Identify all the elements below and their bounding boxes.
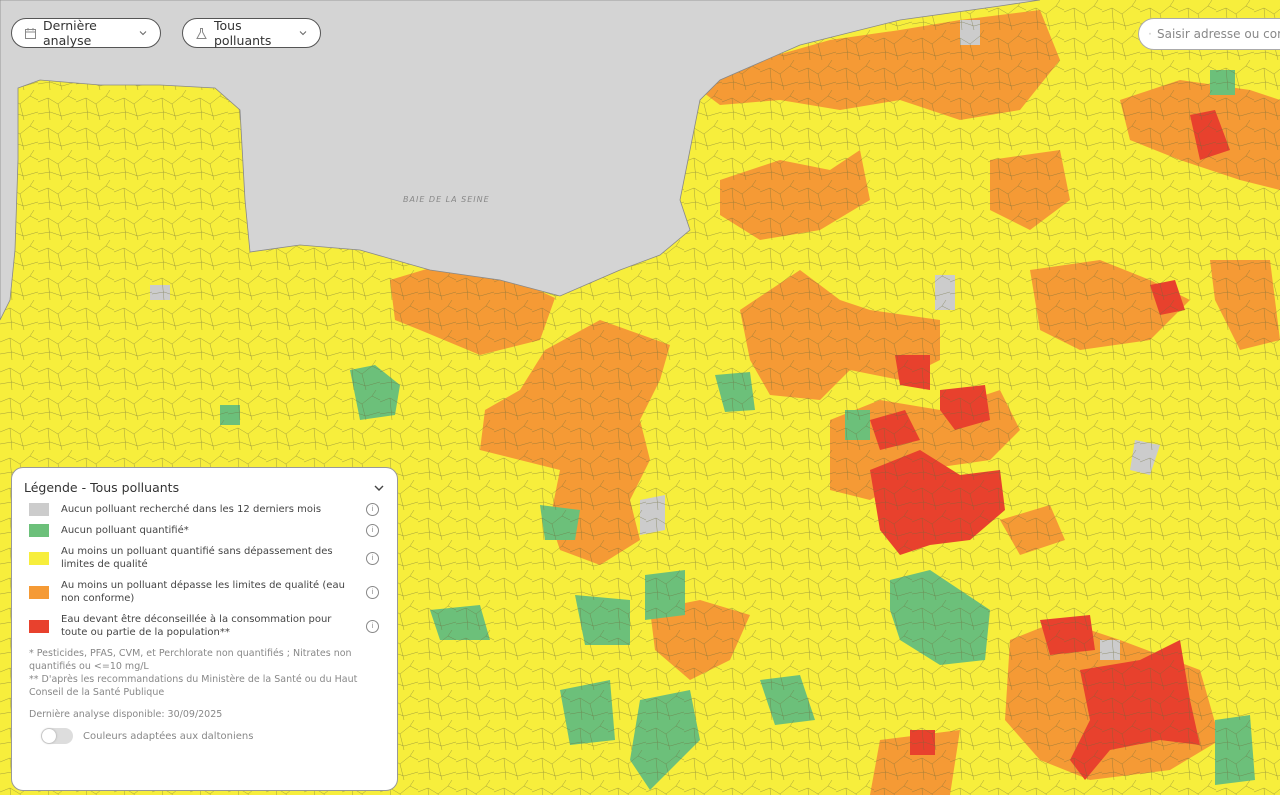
pollutant-filter-label: Tous polluants: [214, 18, 272, 48]
map-pin-icon: [1149, 32, 1151, 36]
colorblind-toggle-label: Couleurs adaptées aux daltoniens: [83, 730, 254, 742]
legend-footnote-2: ** D'après les recommandations du Minist…: [29, 674, 358, 698]
legend-title: Légende - Tous polluants: [24, 480, 180, 495]
legend-swatch: [29, 619, 49, 633]
colorblind-toggle[interactable]: [41, 728, 73, 744]
chevron-down-icon: [139, 31, 147, 36]
legend-swatch: [29, 524, 49, 537]
legend-swatch: [29, 503, 49, 516]
address-search-input[interactable]: [1157, 27, 1280, 41]
last-analysis-date: Dernière analyse disponible: 30/09/2025: [29, 709, 223, 720]
address-search[interactable]: [1138, 18, 1280, 50]
map-label-bay: BAIE DE LA SEINE: [403, 195, 490, 204]
legend-panel: Légende - Tous polluants Aucun polluant …: [11, 467, 398, 791]
info-icon[interactable]: i: [366, 524, 379, 537]
legend-item-none-searched: Aucun polluant recherché dans les 12 der…: [24, 503, 385, 516]
legend-swatch: [29, 551, 49, 565]
legend-swatch: [29, 585, 49, 599]
chevron-down-icon[interactable]: [373, 483, 385, 493]
info-icon[interactable]: i: [366, 585, 379, 599]
sea: [0, 0, 1041, 321]
calendar-icon: [25, 27, 36, 39]
info-icon[interactable]: i: [366, 619, 379, 633]
flask-icon: [196, 27, 207, 39]
legend-footnote-1: * Pesticides, PFAS, CVM, et Perchlorate …: [29, 648, 352, 672]
legend-item-not-recommended: Eau devant être déconseillée à la consom…: [24, 613, 385, 639]
pollutant-filter-dropdown[interactable]: Tous polluants: [182, 18, 321, 48]
info-icon[interactable]: i: [366, 503, 379, 516]
info-icon[interactable]: i: [366, 551, 379, 565]
legend-item-exceeds: Au moins un polluant dépasse les limites…: [24, 579, 385, 605]
date-filter-dropdown[interactable]: Dernière analyse: [11, 18, 161, 48]
legend-item-none-quantified: Aucun polluant quantifié* i: [24, 524, 385, 537]
legend-item-quantified-ok: Au moins un polluant quantifié sans dépa…: [24, 545, 385, 571]
chevron-down-icon: [299, 31, 307, 36]
date-filter-label: Dernière analyse: [43, 18, 97, 48]
